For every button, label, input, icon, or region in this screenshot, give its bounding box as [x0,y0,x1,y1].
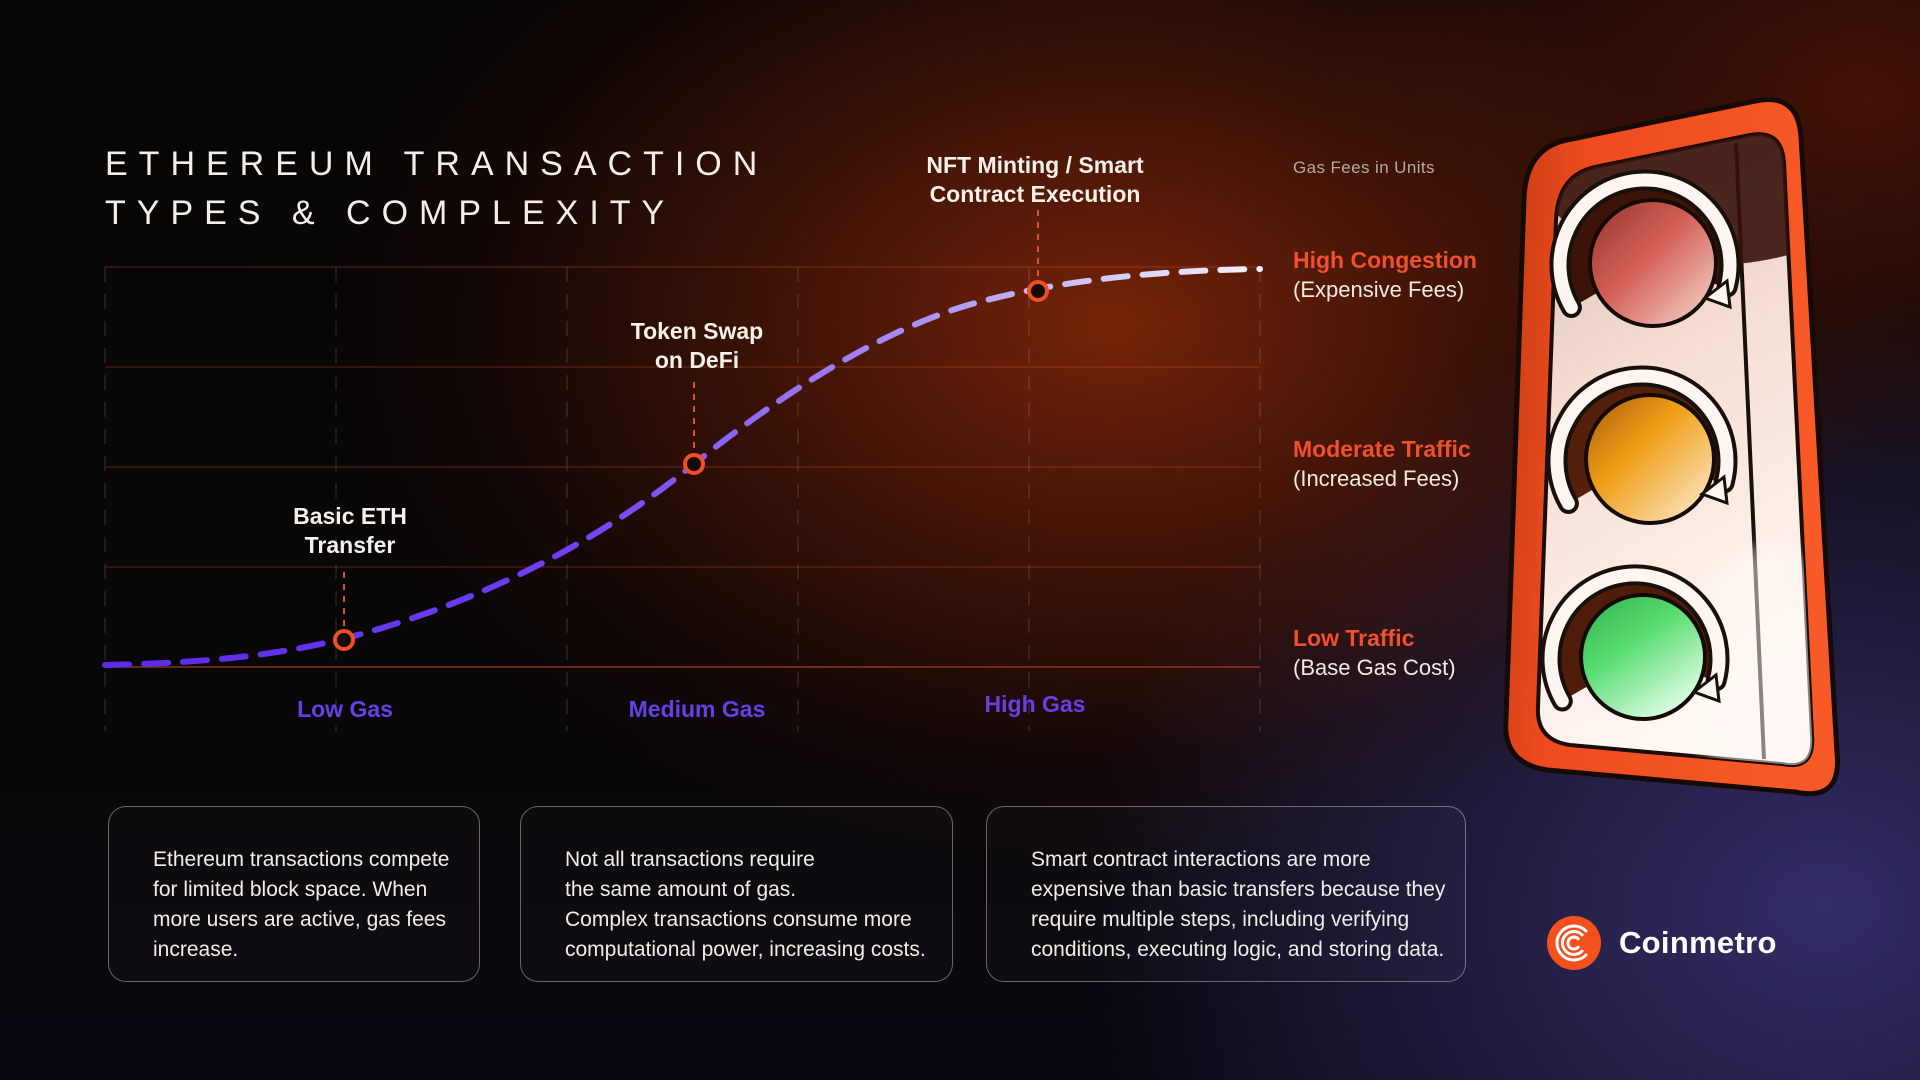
info-card-block-space: Ethereum transactions compete for limite… [108,806,480,982]
page-title: ETHEREUM TRANSACTION TYPES & COMPLEXITY [105,140,768,238]
level-low-traffic-sub: (Base Gas Cost) [1293,655,1456,680]
red-light-hood [1553,173,1737,314]
label-nft-minting: NFT Minting / Smart Contract Execution [926,152,1144,207]
marker-nft-minting [1027,280,1049,302]
marker-basic-eth-transfer [333,629,355,651]
x-label-high-gas: High Gas [984,691,1086,717]
green-light-hood [1544,568,1726,708]
green-light-lens [1579,593,1707,721]
traffic-light-illustration [1503,97,1840,797]
info-card-gas-amount: Not all transactions require the same am… [520,806,953,982]
red-light-hood-fold [1701,278,1732,310]
label-basic-eth-transfer: Basic ETH Transfer [293,503,407,558]
marker-token-swap [683,453,705,475]
amber-light [1546,365,1738,525]
amber-light-lens [1584,393,1716,525]
amber-light-hood [1550,369,1734,510]
page-title-line-2: TYPES & COMPLEXITY [105,194,676,232]
green-light [1540,564,1730,721]
info-card-smart-contracts: Smart contract interactions are more exp… [986,806,1466,982]
label-token-swap: Token Swap on DeFi [630,318,764,373]
grid-lines-vertical [104,267,1261,731]
x-label-low-gas: Low Gas [297,696,393,722]
marker-leader-lines [343,210,1039,626]
page-title-line-1: ETHEREUM TRANSACTION [105,145,769,183]
coinmetro-logo-icon [1547,916,1601,970]
level-moderate-traffic-sub: (Increased Fees) [1293,466,1460,491]
amber-light-hood-fold [1698,474,1729,506]
y-axis-title: Gas Fees in Units [1293,158,1435,177]
level-high-congestion-sub: (Expensive Fees) [1293,277,1465,302]
red-light [1549,169,1741,328]
data-point-markers [333,280,1049,651]
red-light-lens [1588,198,1718,328]
x-label-medium-gas: Medium Gas [628,696,766,722]
level-moderate-traffic: Moderate Traffic [1293,436,1471,462]
level-high-congestion: High Congestion [1293,247,1477,273]
level-low-traffic: Low Traffic [1293,625,1415,651]
grid-lines-horizontal [105,266,1260,668]
green-light-hood-fold [1690,672,1721,704]
coinmetro-wordmark: Coinmetro [1619,925,1777,960]
